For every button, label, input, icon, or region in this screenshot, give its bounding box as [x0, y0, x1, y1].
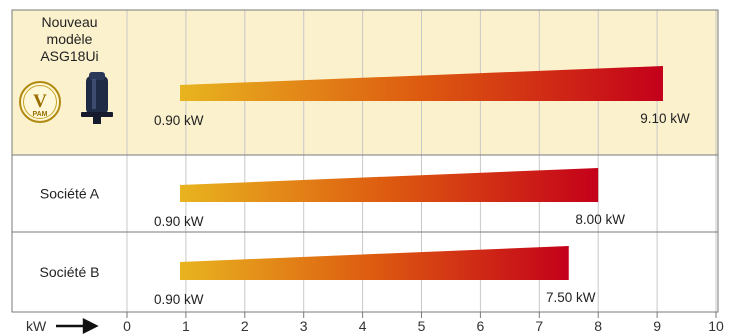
min-value-label: 0.90 kW [154, 292, 204, 307]
row-label: Société B [40, 264, 100, 280]
min-value-label: 0.90 kW [154, 113, 204, 128]
row-label-line: ASG18Ui [40, 48, 98, 64]
range-bar [180, 246, 569, 280]
compressor-icon [81, 72, 113, 124]
tick-label: 0 [123, 318, 131, 334]
grid-lines [11, 9, 719, 318]
tick-label: 7 [535, 318, 543, 334]
max-value-label: 7.50 kW [546, 290, 596, 305]
max-value-label: 9.10 kW [640, 111, 690, 126]
tick-label: 2 [241, 318, 249, 334]
min-value-label: 0.90 kW [154, 214, 204, 229]
bars: 0.90 kW 9.10 kW 0.90 kW 8.00 kW 0.90 kW 7.50 … [154, 66, 690, 307]
tick-label: 4 [359, 318, 367, 334]
row-label-line: Nouveau [41, 14, 97, 30]
x-axis: kW 0 1 2 3 4 5 6 7 8 9 10 [26, 318, 724, 334]
tick-label: 8 [594, 318, 602, 334]
badge-letter: V [33, 91, 47, 112]
max-value-label: 8.00 kW [575, 212, 625, 227]
tick-label: 3 [300, 318, 308, 334]
tick-label: 9 [653, 318, 661, 334]
badge-text: PAM [32, 111, 47, 118]
tick-label: 6 [477, 318, 485, 334]
tick-label: 10 [708, 318, 724, 334]
tick-label: 1 [182, 318, 190, 334]
axis-label: kW [26, 318, 47, 334]
range-bar [180, 168, 599, 202]
row-label-line: modèle [47, 31, 93, 47]
row-label: Société A [40, 186, 100, 202]
arrow-icon [56, 318, 99, 334]
range-bar [180, 66, 663, 101]
tick-label: 5 [418, 318, 426, 334]
chart-border [11, 9, 719, 313]
